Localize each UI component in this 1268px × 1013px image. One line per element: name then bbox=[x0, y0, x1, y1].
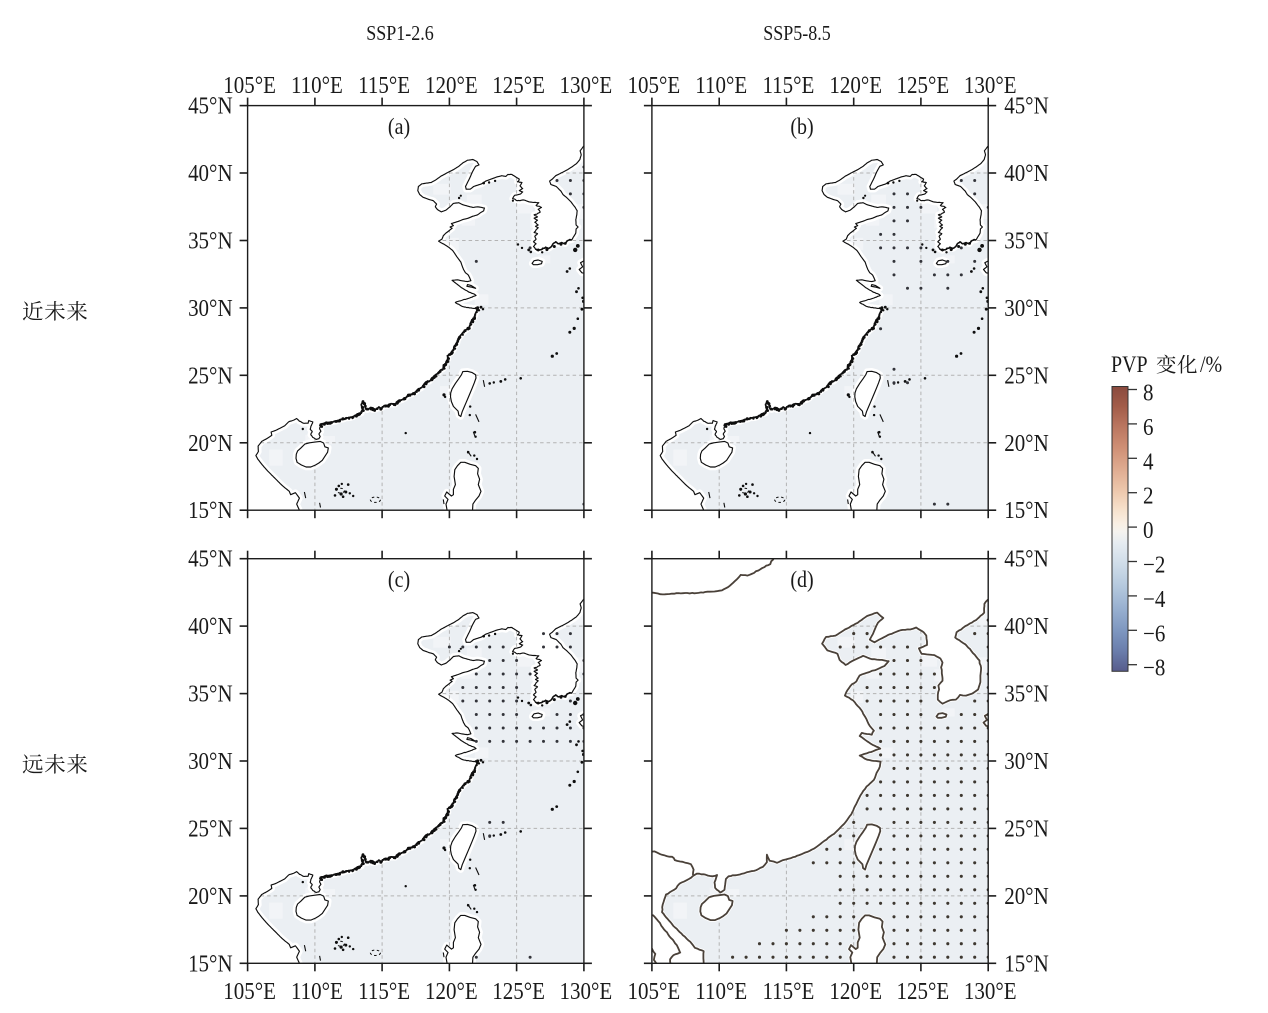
svg-text:120°E: 120°E bbox=[425, 72, 478, 99]
svg-text:45°N: 45°N bbox=[188, 545, 233, 572]
svg-text:40°N: 40°N bbox=[188, 160, 233, 187]
svg-text:(b): (b) bbox=[790, 114, 813, 140]
svg-text:120°E: 120°E bbox=[829, 978, 882, 1005]
svg-text:0: 0 bbox=[1143, 517, 1153, 544]
svg-text:110°E: 110°E bbox=[291, 72, 343, 99]
svg-text:20°N: 20°N bbox=[1004, 429, 1049, 456]
svg-text:40°N: 40°N bbox=[1004, 613, 1049, 640]
svg-text:15°N: 15°N bbox=[188, 950, 233, 977]
svg-text:35°N: 35°N bbox=[1004, 680, 1049, 707]
svg-text:30°N: 30°N bbox=[1004, 748, 1049, 775]
svg-text:110°E: 110°E bbox=[695, 72, 747, 99]
svg-text:110°E: 110°E bbox=[695, 978, 747, 1005]
svg-text:15°N: 15°N bbox=[1004, 497, 1049, 524]
svg-text:115°E: 115°E bbox=[358, 72, 410, 99]
svg-text:(a): (a) bbox=[388, 114, 410, 140]
svg-text:130°E: 130°E bbox=[560, 978, 613, 1005]
svg-text:30°N: 30°N bbox=[188, 295, 233, 322]
svg-text:105°E: 105°E bbox=[628, 72, 681, 99]
svg-text:25°N: 25°N bbox=[188, 815, 233, 842]
svg-text:35°N: 35°N bbox=[188, 680, 233, 707]
svg-text:−4: −4 bbox=[1143, 586, 1165, 613]
svg-text:25°N: 25°N bbox=[1004, 815, 1049, 842]
svg-text:125°E: 125°E bbox=[492, 72, 545, 99]
svg-text:4: 4 bbox=[1143, 448, 1153, 475]
svg-text:45°N: 45°N bbox=[1004, 545, 1049, 572]
svg-text:115°E: 115°E bbox=[762, 72, 814, 99]
svg-text:25°N: 25°N bbox=[188, 362, 233, 389]
svg-text:20°N: 20°N bbox=[188, 883, 233, 910]
svg-text:2: 2 bbox=[1143, 482, 1153, 509]
svg-text:105°E: 105°E bbox=[223, 978, 276, 1005]
svg-text:(c): (c) bbox=[388, 567, 410, 593]
svg-text:125°E: 125°E bbox=[492, 978, 545, 1005]
svg-text:120°E: 120°E bbox=[425, 978, 478, 1005]
svg-text:−8: −8 bbox=[1143, 654, 1165, 681]
svg-text:SSP5-8.5: SSP5-8.5 bbox=[763, 23, 830, 45]
svg-text:130°E: 130°E bbox=[964, 72, 1017, 99]
svg-text:35°N: 35°N bbox=[188, 227, 233, 254]
svg-text:130°E: 130°E bbox=[560, 72, 613, 99]
svg-text:25°N: 25°N bbox=[1004, 362, 1049, 389]
svg-text:45°N: 45°N bbox=[188, 92, 233, 119]
svg-text:SSP1-2.6: SSP1-2.6 bbox=[366, 23, 434, 45]
svg-text:105°E: 105°E bbox=[628, 978, 681, 1005]
svg-text:6: 6 bbox=[1143, 414, 1153, 441]
svg-text:40°N: 40°N bbox=[1004, 160, 1049, 187]
svg-text:115°E: 115°E bbox=[358, 978, 410, 1005]
svg-text:35°N: 35°N bbox=[1004, 227, 1049, 254]
svg-text:(d): (d) bbox=[790, 567, 813, 593]
svg-text:−2: −2 bbox=[1143, 551, 1165, 578]
svg-text:45°N: 45°N bbox=[1004, 92, 1049, 119]
svg-text:/%: /% bbox=[1200, 352, 1222, 378]
svg-text:PVP: PVP bbox=[1111, 352, 1148, 378]
svg-text:105°E: 105°E bbox=[223, 72, 276, 99]
svg-text:110°E: 110°E bbox=[291, 978, 343, 1005]
svg-text:20°N: 20°N bbox=[188, 429, 233, 456]
svg-text:−6: −6 bbox=[1143, 620, 1165, 647]
svg-text:130°E: 130°E bbox=[964, 978, 1017, 1005]
svg-text:125°E: 125°E bbox=[897, 72, 950, 99]
svg-text:115°E: 115°E bbox=[762, 978, 814, 1005]
svg-text:15°N: 15°N bbox=[188, 497, 233, 524]
svg-text:30°N: 30°N bbox=[1004, 295, 1049, 322]
svg-text:125°E: 125°E bbox=[897, 978, 950, 1005]
svg-text:8: 8 bbox=[1143, 379, 1153, 406]
svg-text:30°N: 30°N bbox=[188, 748, 233, 775]
svg-text:20°N: 20°N bbox=[1004, 883, 1049, 910]
svg-text:40°N: 40°N bbox=[188, 613, 233, 640]
svg-text:15°N: 15°N bbox=[1004, 950, 1049, 977]
svg-text:120°E: 120°E bbox=[829, 72, 882, 99]
